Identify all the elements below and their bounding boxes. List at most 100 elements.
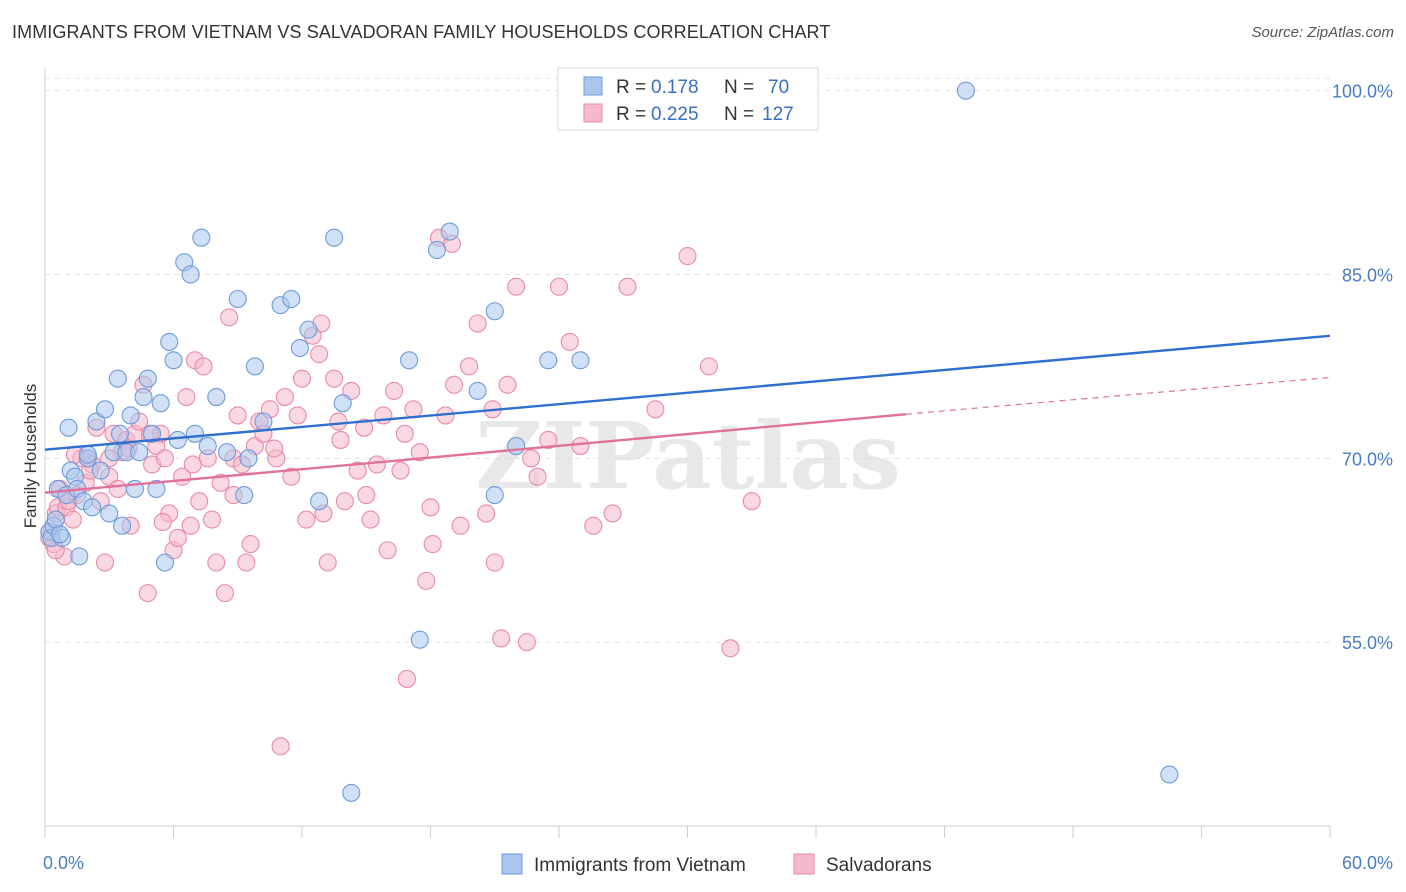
vietnam-point — [400, 351, 419, 370]
salvadoran-point — [181, 516, 200, 535]
vietnam-trend-line — [44, 334, 1331, 451]
vietnam-point — [239, 449, 258, 468]
legend-swatch-vietnam — [583, 76, 603, 96]
vietnam-point — [108, 369, 127, 388]
vietnam-point — [410, 630, 429, 649]
salvadoran-point — [603, 504, 622, 523]
salvadoran-point — [539, 430, 558, 449]
vietnam-point — [440, 222, 459, 241]
vietnam-point — [151, 394, 170, 413]
salvadoran-point — [391, 461, 410, 480]
vietnam-point — [121, 406, 140, 425]
axes — [44, 68, 1331, 838]
vietnam-point — [185, 424, 204, 443]
salvadoran-point — [498, 375, 517, 394]
salvadoran-point — [95, 553, 115, 572]
vietnam-point — [164, 351, 183, 370]
vietnam-point — [100, 504, 119, 523]
vietnam-point — [254, 412, 273, 431]
bottom-legend-vietnam: Immigrants from Vietnam — [534, 855, 746, 876]
salvadoran-point — [357, 486, 376, 505]
salvadoran-point — [288, 406, 307, 425]
salvadoran-trend-line — [44, 413, 907, 494]
salvadoran-point — [138, 584, 157, 603]
salvadoran-point — [367, 455, 387, 474]
salvadoran-point — [325, 369, 344, 388]
vietnam-point — [192, 228, 211, 247]
legend-n-label-2: N = — [724, 104, 754, 125]
vietnam-point — [290, 338, 309, 358]
vietnam-point — [1160, 765, 1179, 784]
vietnam-point — [110, 424, 130, 443]
y-tick-label: 70.0% — [1342, 449, 1393, 469]
legend-r-value-2: 0.225 — [651, 104, 699, 125]
salvadoran-point — [522, 449, 541, 468]
salvadoran-point — [220, 308, 239, 327]
gridlines — [45, 77, 1330, 643]
vietnam-point — [217, 443, 237, 462]
chart-source: Source: ZipAtlas.com — [1251, 24, 1394, 41]
vietnam-point — [155, 553, 174, 572]
vietnam-point — [485, 486, 504, 505]
salvadoran-point — [63, 510, 82, 529]
salvadoran-point — [721, 639, 740, 658]
vietnam-point — [168, 430, 187, 449]
bottom-legend-swatch-vietnam — [501, 853, 523, 875]
salvadoran-point — [618, 277, 637, 296]
salvadoran-point — [507, 277, 526, 296]
vietnam-point — [87, 412, 106, 431]
salvadoran-point — [404, 400, 423, 419]
salvadoran-point — [194, 357, 213, 376]
salvadoran-point — [646, 400, 665, 419]
y-axis-label: Family Households — [21, 384, 40, 529]
vietnam-point — [427, 240, 446, 260]
series-legend: Immigrants from Vietnam Salvadorans — [501, 853, 932, 876]
salvadoran-point — [560, 332, 579, 351]
salvadoran-point — [331, 430, 350, 449]
salvadoran-point — [335, 492, 354, 511]
vietnam-point — [143, 424, 162, 443]
vietnam-point — [485, 302, 504, 321]
vietnam-point — [95, 400, 115, 419]
vietnam-point — [571, 351, 590, 370]
salvadoran-point — [318, 553, 337, 572]
legend-n-value-2: 127 — [762, 104, 794, 125]
salvadoran-point — [584, 516, 603, 535]
salvadoran-point — [275, 387, 294, 407]
salvadoran-point — [292, 369, 312, 388]
salvadoran-point — [549, 277, 569, 296]
salvadoran-point — [678, 247, 697, 266]
salvadoran-point — [742, 492, 761, 511]
salvadoran-point — [155, 449, 174, 468]
salvadoran-point — [477, 504, 496, 523]
vietnam-point — [299, 320, 318, 339]
salvadoran-point — [571, 437, 590, 456]
salvadoran-point — [517, 633, 536, 652]
salvadoran-point — [241, 535, 260, 554]
salvadoran-point — [207, 553, 226, 572]
x-tick-label-max: 60.0% — [1342, 853, 1393, 873]
vietnam-point — [333, 394, 352, 413]
legend-n-value-1: 70 — [768, 77, 789, 98]
salvadoran-point — [297, 510, 316, 529]
x-tick-labels: 0.0% 60.0% — [43, 853, 1393, 873]
salvadoran-point — [265, 439, 284, 458]
salvadorans-points — [40, 228, 761, 756]
vietnam-point — [310, 492, 329, 511]
y-tick-label: 55.0% — [1342, 633, 1393, 653]
salvadoran-point — [417, 571, 436, 590]
vietnam-point — [113, 516, 132, 535]
salvadoran-point — [211, 473, 230, 492]
vietnam-point — [138, 369, 157, 388]
salvadoran-point — [228, 406, 247, 425]
vietnam-point — [160, 332, 179, 351]
vietnam-point — [134, 387, 153, 407]
salvadoran-point — [468, 314, 487, 333]
salvadoran-point — [215, 584, 234, 603]
salvadoran-point — [361, 510, 380, 529]
salvadoran-point — [699, 357, 718, 376]
salvadoran-point — [395, 424, 414, 443]
vietnam-point — [325, 228, 344, 247]
salvadoran-point — [168, 528, 187, 548]
y-tick-label: 100.0% — [1332, 82, 1393, 102]
